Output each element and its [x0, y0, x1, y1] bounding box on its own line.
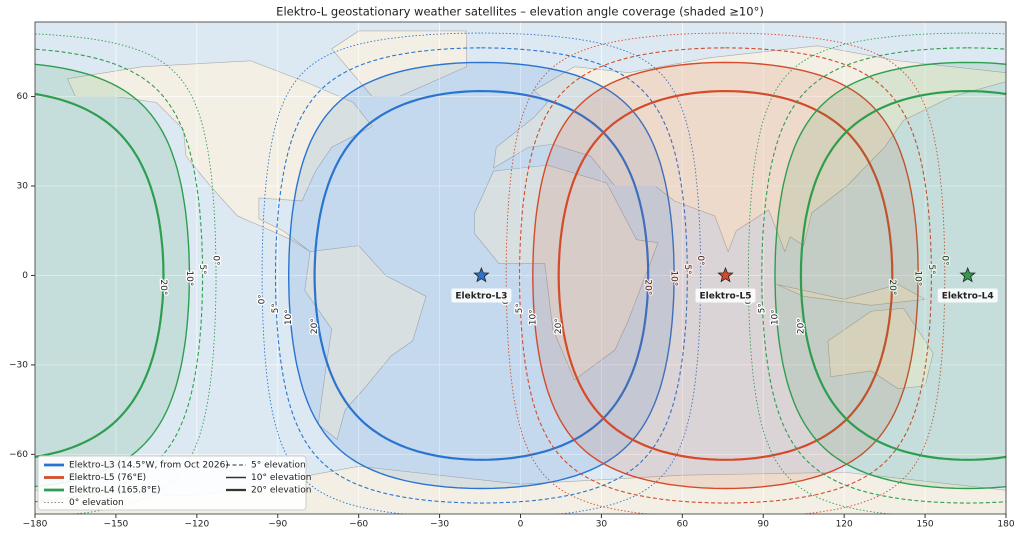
elevation-contour — [288, 61, 675, 490]
legend-label: 5° elevation — [251, 461, 306, 471]
coverage-shade — [775, 62, 1006, 489]
legend-label: Elektro-L3 (14.5°W, from Oct 2026) — [69, 461, 229, 471]
contour-label: 10° — [284, 309, 294, 325]
contour-label: 0° — [939, 255, 949, 265]
x-tick-label: 90 — [758, 520, 770, 530]
satellite-label-box — [451, 288, 512, 303]
landmass — [493, 45, 1006, 253]
x-tick-label: 0 — [518, 520, 524, 530]
x-tick-label: 60 — [677, 520, 689, 530]
contour-label: 0° — [210, 255, 220, 265]
satellite-label: Elektro-L4 — [942, 291, 994, 301]
elevation-contour — [505, 32, 946, 514]
x-tick-label: 180 — [997, 520, 1014, 530]
satellite-label: Elektro-L5 — [699, 291, 751, 301]
contour-label: 20° — [310, 318, 320, 334]
contour-label: 5° — [926, 264, 936, 274]
contour-label: 10° — [528, 309, 538, 325]
contour-label: 10° — [771, 309, 781, 325]
satellite-label-box — [937, 288, 998, 303]
satellite-label-box — [695, 288, 756, 303]
legend-label: 20° elevation — [251, 486, 311, 496]
elevation-contour — [557, 89, 894, 461]
contour-label: 5° — [271, 303, 281, 313]
elevation-contour — [274, 47, 688, 504]
elevation-contour — [532, 61, 919, 490]
x-tick-label: −180 — [23, 520, 48, 530]
elevation-contour — [35, 92, 165, 458]
contour-label: 5° — [682, 264, 692, 274]
elevation-contour — [35, 63, 191, 488]
landmass — [304, 245, 427, 440]
coverage-shade — [35, 64, 190, 487]
elevation-contour — [261, 32, 702, 514]
landmass — [66, 60, 373, 252]
satellite-label: Elektro-L3 — [455, 291, 507, 301]
contour-label: 20° — [554, 318, 564, 334]
elevation-contour — [774, 61, 1006, 490]
elevation-contour — [519, 47, 932, 504]
contour-label: 5° — [515, 303, 525, 313]
coverage: 0°0°5°5°10°10°20°20°0°0°5°5°10°10°20°20°… — [35, 32, 1006, 514]
x-tick-label: −90 — [268, 520, 287, 530]
contour-label: 0° — [695, 255, 705, 265]
elevation-contour — [761, 47, 1006, 504]
legend-label: Elektro-L4 (165.8°E) — [69, 486, 160, 496]
x-tick-label: 120 — [836, 520, 853, 530]
contour-label: 10° — [184, 270, 194, 286]
contour-label: 5° — [197, 264, 207, 274]
y-tick-label: 0 — [22, 271, 28, 281]
elevation-contour — [747, 32, 1006, 514]
elevation-contour — [313, 89, 650, 461]
y-tick-label: 60 — [17, 92, 29, 102]
contour-label: 5° — [757, 303, 767, 313]
x-tick-label: 150 — [916, 520, 933, 530]
elevation-contour — [799, 89, 1006, 461]
contour-label: 10° — [913, 270, 923, 286]
contour-label: 10° — [669, 270, 679, 286]
legend-label: 10° elevation — [251, 473, 311, 483]
x-tick-label: 30 — [596, 520, 608, 530]
legend-box — [37, 455, 307, 511]
contour-label: 0° — [258, 294, 268, 304]
grid — [34, 22, 1007, 514]
satellite-marker — [473, 266, 490, 283]
x-tick-label: −60 — [349, 520, 368, 530]
contour-label: 20° — [158, 279, 168, 295]
y-tick-label: −30 — [9, 360, 28, 370]
axes: −180 −150 −120 −90 −60 −30 0 30 60 90 120 150 180 −60… — [9, 92, 1015, 529]
contour-label: 20° — [796, 318, 806, 334]
y-tick-label: −60 — [9, 450, 28, 460]
contour-label: 20° — [887, 279, 897, 295]
satellites: Elektro-L3 Elektro-L5 Elektro-L4 — [451, 266, 998, 303]
legend-label: 0° elevation — [69, 498, 124, 508]
x-tick-label: −150 — [104, 520, 129, 530]
x-tick-label: −30 — [430, 520, 449, 530]
y-tick-label: 30 — [17, 182, 29, 192]
satellite-marker — [959, 266, 976, 283]
legend-label: Elektro-L5 (76°E) — [69, 473, 146, 483]
chart-title: Elektro-L geostationary weather satellit… — [276, 5, 764, 19]
legend: Elektro-L3 (14.5°W, from Oct 2026) Elektr… — [37, 455, 311, 511]
contour-label: 20° — [643, 279, 653, 295]
satellite-marker — [717, 266, 734, 283]
x-tick-label: −120 — [184, 520, 209, 530]
